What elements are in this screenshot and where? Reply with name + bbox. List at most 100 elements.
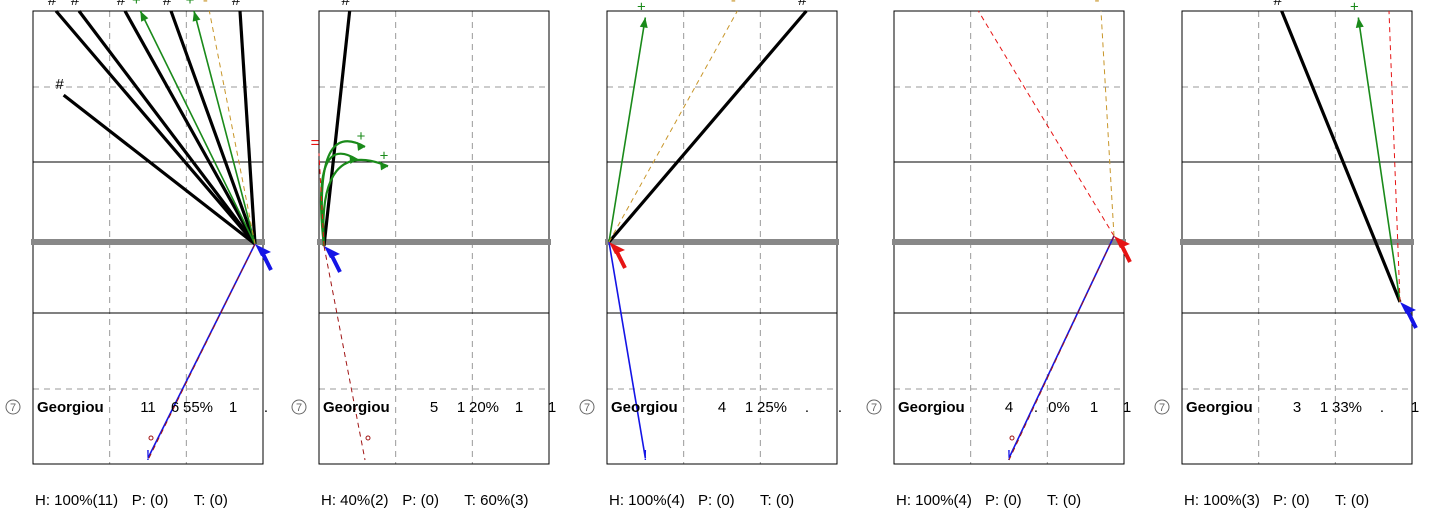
player-number-badge: 7 [5,399,21,415]
stat-value: 1 [548,399,556,416]
attack-trajectory-line [1357,17,1401,303]
attack-result-label: # [117,0,126,9]
player-number: 7 [296,402,302,414]
attack-chart-panel: -! 7 Georgiou 4. 0% 1 1 H: 100%(4) P: (0) T: (0) [866,0,1132,509]
error-marker [148,435,154,441]
court-border [893,10,1125,465]
attack-arrowhead [192,11,201,22]
stat-value: 4 [718,399,726,416]
attack-result-label: # [1273,0,1282,9]
attack-chart-panel: # +7 Georgiou 3 1 33%. 1H: 100%(3) P: (0) T: (0) [1154,0,1419,509]
attack-arrowhead [357,141,365,151]
player-number: 7 [584,402,590,414]
attack-trajectory-line [323,245,366,461]
attack-trajectory-line [608,241,647,459]
attack-result-label: - [731,0,736,9]
court-border [32,10,264,465]
stat-value: 1 [1123,399,1131,416]
serve-origin-arrow [1120,245,1132,263]
attack-result-label: - [1095,0,1100,9]
attack-arrowhead [639,17,648,28]
error-marker [365,435,371,441]
stat-value: 1 [745,399,753,416]
stat-value: . [1034,399,1038,416]
player-name: Georgiou [898,399,965,416]
attack-trajectory-line [608,10,738,243]
stat-value: . [1380,399,1384,416]
player-name: Georgiou [323,399,390,416]
stat-value: 1 [1411,399,1419,416]
stat-value: . [805,399,809,416]
attack-trajectory-line [139,10,256,245]
attack-trajectory-line [77,10,257,245]
footer-hit: H: 100%(11) [35,492,118,509]
attack-result-label: + [357,128,366,145]
footer-pass: P: (0) [985,492,1022,509]
footer-hit: H: 40%(2) [321,492,389,509]
attack-arrowhead [1355,17,1364,28]
footer-pass: P: (0) [698,492,735,509]
stat-value: . [838,399,842,416]
attack-result-label: + [186,0,195,9]
court-border [606,10,838,465]
attack-result-label: = [311,134,320,151]
serve-origin-arrow [261,253,273,271]
stat-value: 4 [1005,399,1013,416]
attack-result-label: ! [146,447,150,464]
attack-result-label: # [48,0,57,9]
stat-value: 33% [1332,399,1362,416]
player-number-badge: 7 [579,399,595,415]
attack-result-label: # [71,0,80,9]
attack-result-label: # [341,0,350,9]
attack-trajectory-line [977,10,1115,237]
attack-trajectory-line [1388,10,1401,303]
attack-chart-panel: #++=7 Georgiou 5 1 20% 1 1H: 40%(2) P: (0) T: 60… [291,0,556,509]
serve-origin-arrow [1406,311,1418,329]
attack-chart-panel: # + -! 7 Georgiou 4 1 25%. . H: 100%(4) P: (0) T: (… [579,0,842,509]
attack-result-label: ! [643,447,647,464]
attack-trajectory-line [1280,10,1402,303]
attack-result-label: # [232,0,241,9]
serve-origin-arrow [615,251,627,269]
attack-result-label: ! [1007,447,1011,464]
player-number-circle [866,399,882,415]
serve-origin-arrowhead [1400,302,1416,314]
attack-trajectory-line [208,10,256,245]
attack-trajectory-curve [322,158,389,247]
footer-total: T: (0) [1335,492,1369,509]
player-name: Georgiou [611,399,678,416]
footer-total: T: (0) [1047,492,1081,509]
attack-trajectory-line [318,153,325,247]
attack-result-label: # [55,76,64,93]
attack-result-label: # [798,0,807,9]
court-border [1181,10,1413,465]
attack-trajectory-line [147,243,256,461]
attack-trajectory-line [607,9,808,244]
attack-result-label: - [203,0,208,9]
stat-value: 55% [183,399,213,416]
attack-result-label: + [380,147,389,164]
error-marker [1009,435,1015,441]
player-number: 7 [1159,402,1165,414]
footer-stats: H: 100%(3) P: (0) T: (0) [1184,492,1369,509]
serve-origin-arrowhead [609,242,625,254]
footer-stats: H: 40%(2) P: (0) T: 60%(3) [321,492,529,509]
serve-origin-arrowhead [324,246,340,258]
player-name: Georgiou [37,399,104,416]
attack-result-label: + [1350,0,1359,15]
player-number-circle [1154,399,1170,415]
attack-trajectory-line [123,10,257,245]
attack-trajectory-line [608,17,647,243]
stat-value: . [264,399,268,416]
player-number: 7 [10,402,16,414]
stat-value: 1 [515,399,523,416]
stat-value: 6 [171,399,179,416]
stat-value: 3 [1293,399,1301,416]
stat-value: 25% [757,399,787,416]
stat-value: 1 [1090,399,1098,416]
player-number-badge: 7 [291,399,307,415]
footer-hit: H: 100%(3) [1184,492,1260,509]
stat-value: 5 [430,399,438,416]
attack-chart-panel: # ### # #+ + -!7 Georgiou 11 6 55% 1 .H: 100%(11) P:… [5,0,273,509]
footer-hit: H: 100%(4) [609,492,685,509]
